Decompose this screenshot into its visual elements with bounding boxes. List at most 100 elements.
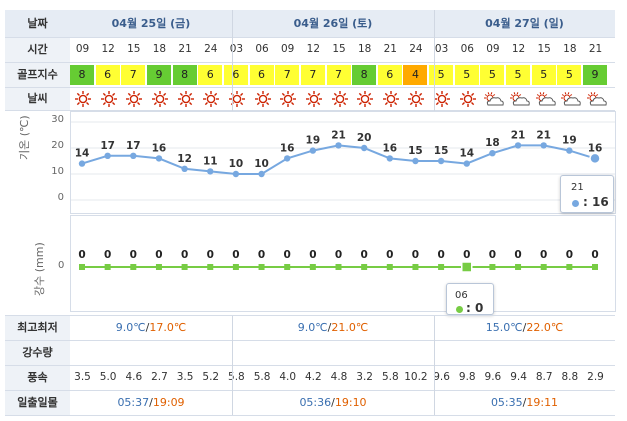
hour-cell: 12: [101, 43, 115, 55]
temp-point[interactable]: [78, 160, 86, 167]
wind-cell: 3.2: [356, 371, 373, 383]
temp-point[interactable]: [155, 155, 163, 162]
precip-point[interactable]: [592, 264, 598, 270]
precip-point[interactable]: [232, 264, 239, 270]
precip-point[interactable]: [284, 264, 291, 270]
temp-data-label: 21: [536, 129, 551, 141]
precip-point[interactable]: [130, 264, 137, 270]
temp-point[interactable]: [232, 170, 240, 178]
precip-point[interactable]: [461, 261, 473, 273]
wind-cell: 8.8: [561, 371, 579, 383]
precip-point[interactable]: [489, 264, 496, 270]
temp-point[interactable]: [566, 147, 573, 154]
precip-data-label: 0: [78, 249, 85, 261]
temp-point[interactable]: [309, 147, 317, 154]
precip-point[interactable]: [335, 264, 342, 270]
golf-index-cell: 4: [403, 65, 428, 85]
wind-cell: 10.2: [404, 371, 428, 383]
precip-point[interactable]: [181, 264, 188, 270]
golf-index-cell: 5: [454, 65, 479, 85]
golf-index-cell: 7: [300, 65, 325, 85]
temp-point[interactable]: [437, 157, 445, 165]
precip-point[interactable]: [412, 264, 419, 270]
precip-point[interactable]: [566, 264, 573, 270]
temp-ytick: 20: [51, 140, 64, 151]
sun-icon: [352, 89, 378, 109]
day-separator: [232, 316, 233, 415]
date-header-row: 날짜 04월 25일 (금) 04월 26일 (토) 04월 27일 (일): [5, 10, 615, 37]
wind-cell: 2.9: [587, 371, 604, 383]
precip-point[interactable]: [309, 264, 316, 270]
sun-icon: [455, 89, 481, 109]
golf-index-cell: 6: [249, 65, 274, 85]
sun-icon: [224, 89, 250, 109]
wind-cell: 8.7: [535, 371, 553, 383]
sun-row: 일출일몰 05:37/19:09 05:36/19:10 05:35/19:11: [5, 391, 615, 415]
partly-cloudy-icon: [583, 89, 609, 109]
temp-point[interactable]: [360, 144, 368, 152]
temp-point[interactable]: [489, 150, 496, 157]
hour-cell: 21: [178, 43, 192, 55]
precip-tooltip-dot: [456, 306, 463, 313]
temp-point[interactable]: [589, 152, 601, 165]
wind-cell: 5.8: [228, 371, 245, 383]
precip-point[interactable]: [361, 264, 368, 270]
temp-point[interactable]: [463, 160, 470, 167]
precip-chart-svg: 0 0 0 0 0 0 0 0 0 0 0 0 0 0 0 0 0 0 0 0 0: [78, 249, 599, 273]
precip-point[interactable]: [79, 264, 85, 270]
temp-point[interactable]: [540, 142, 547, 149]
day-separator: [434, 316, 435, 415]
time-label: 시간: [5, 38, 70, 62]
precip-point[interactable]: [104, 264, 111, 270]
precip-point[interactable]: [155, 264, 162, 270]
golf-index-cell: 5: [531, 65, 556, 85]
precip-point[interactable]: [258, 264, 265, 270]
sun-icon: [327, 89, 353, 109]
precip-point[interactable]: [540, 264, 547, 270]
precip-data-label: 0: [130, 249, 137, 261]
sunrise: 05:35: [490, 396, 523, 409]
temp-data-label: 17: [126, 140, 141, 152]
temp-point[interactable]: [284, 155, 291, 162]
temp-data-label: 11: [203, 155, 218, 167]
divider: [5, 340, 615, 341]
temp-data-label: 14: [459, 148, 474, 160]
hour-cell: 09: [486, 43, 500, 55]
hour-cell: 24: [204, 43, 218, 55]
temp-point[interactable]: [181, 165, 188, 172]
hour-cell: 18: [357, 43, 372, 55]
precip-point[interactable]: [207, 264, 214, 270]
temp-point[interactable]: [514, 142, 522, 149]
temp-data-label: 15: [434, 145, 449, 157]
sun-icon: [173, 89, 199, 109]
precip-point[interactable]: [386, 264, 393, 270]
temp-point[interactable]: [258, 170, 265, 178]
temp-point[interactable]: [207, 168, 214, 175]
sun-icon: [301, 89, 327, 109]
golf-index-cell: 8: [352, 65, 377, 85]
wind-cell: 4.2: [304, 371, 322, 383]
temp-point[interactable]: [412, 157, 419, 165]
precip-tooltip-time: 06: [455, 290, 468, 301]
precip-point[interactable]: [515, 264, 522, 270]
sun-day-1: 05:37/19:09: [117, 396, 185, 409]
temp-point[interactable]: [104, 152, 111, 159]
hour-cell: 06: [255, 43, 269, 55]
sunrise: 05:36: [299, 396, 332, 409]
golf-index-cell: 7: [121, 65, 146, 85]
high-temp: 21.0℃: [331, 321, 369, 334]
hour-cell: 03: [229, 43, 244, 55]
temp-axis-label: 기온 (℃): [18, 115, 31, 160]
temp-point[interactable]: [386, 155, 393, 162]
temp-point[interactable]: [335, 142, 342, 149]
hour-cell: 03: [434, 43, 449, 55]
weather-label: 날씨: [5, 88, 70, 110]
sun-day-3: 05:35/19:11: [490, 396, 559, 409]
temp-point[interactable]: [130, 152, 137, 159]
wind-cell: 3.5: [176, 371, 194, 383]
temperature-chart-svg: 14 17 17 16 12 11 10 10 16 19 21 20 16 15 15 14 18 21 21 19…: [71, 121, 615, 201]
precip-point[interactable]: [438, 264, 445, 270]
sun-icon: [147, 89, 173, 109]
divider: [5, 62, 615, 63]
precip-tooltip-value: : 0: [466, 301, 484, 315]
